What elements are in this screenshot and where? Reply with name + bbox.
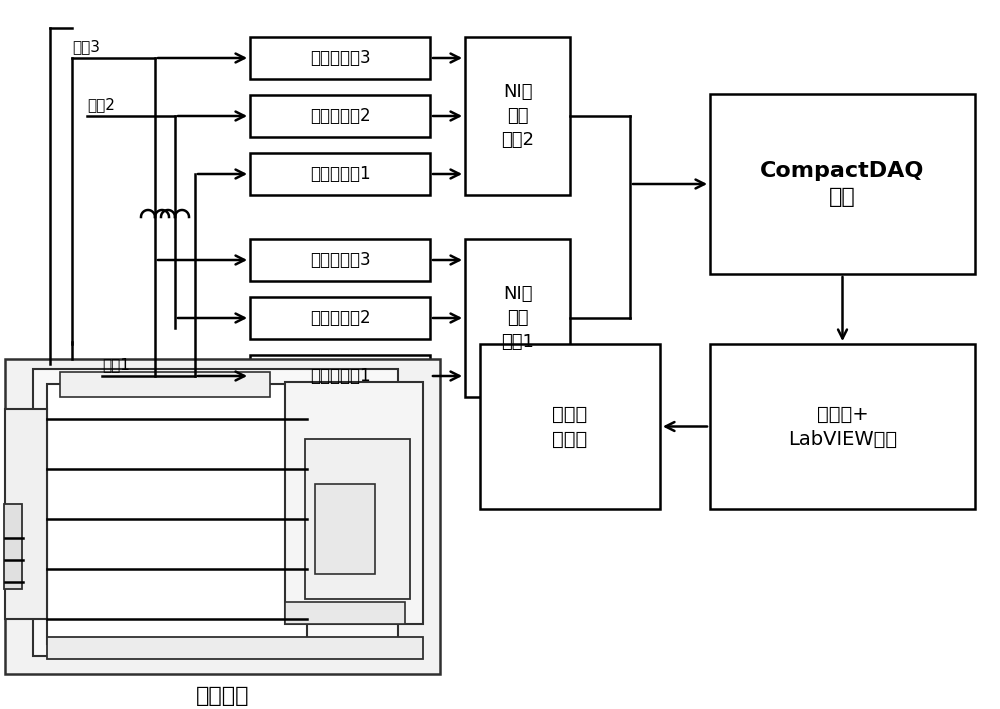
Bar (250, 153, 430, 195)
Bar (250, 95, 430, 137)
Text: CompactDAQ
机笱: CompactDAQ 机笱 (760, 161, 925, 207)
Bar (250, 355, 430, 397)
Bar (33, 369, 398, 656)
Bar (315, 484, 375, 574)
Text: 数据库
服务器: 数据库 服务器 (552, 405, 588, 449)
Text: 电压传感剘3: 电压传感剘3 (310, 251, 370, 269)
Text: 相电1: 相电1 (102, 357, 130, 372)
Bar (250, 297, 430, 339)
Bar (250, 37, 430, 79)
Text: 相电2: 相电2 (87, 97, 115, 112)
Text: 电流传感剘1: 电流传感剘1 (310, 165, 370, 183)
Text: NI数
据采
集南2: NI数 据采 集南2 (501, 84, 534, 149)
Bar (285, 602, 405, 624)
Bar (710, 94, 975, 274)
Bar (480, 344, 660, 509)
Text: 电流传感剘3: 电流传感剘3 (310, 49, 370, 67)
Bar (250, 239, 430, 281)
Text: 数控机床: 数控机床 (196, 686, 249, 706)
Bar (5, 359, 440, 674)
Bar (4, 504, 22, 589)
Text: NI数
据采
集南1: NI数 据采 集南1 (501, 286, 534, 350)
Bar (710, 344, 975, 509)
Text: 电压传感剘1: 电压传感剘1 (310, 367, 370, 385)
Bar (465, 239, 570, 397)
Bar (47, 637, 423, 659)
Bar (60, 372, 270, 397)
Bar (47, 384, 307, 644)
Bar (305, 439, 410, 599)
Text: 相电3: 相电3 (72, 39, 100, 54)
Bar (285, 382, 423, 624)
Bar (465, 37, 570, 195)
Bar (5, 409, 47, 619)
Text: 计算机+
LabVIEW软件: 计算机+ LabVIEW软件 (788, 405, 897, 449)
Text: 电流传感剘2: 电流传感剘2 (310, 107, 370, 125)
Text: 电压传感剘2: 电压传感剘2 (310, 309, 370, 327)
